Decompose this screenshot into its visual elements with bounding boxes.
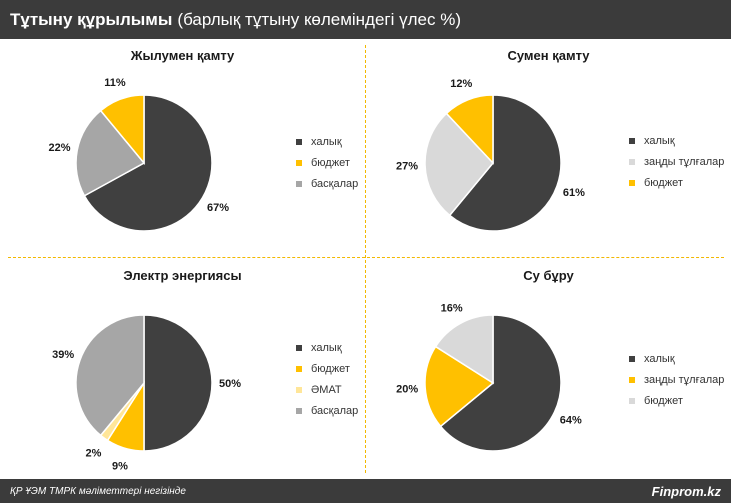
legend-item: заңды тұлғалар	[629, 369, 724, 390]
pie-slice-1	[424, 112, 494, 217]
legend-swatch	[629, 158, 635, 165]
page-header: Тұтыну құрылымы (барлық тұтыну көлемінде…	[0, 0, 731, 39]
chart-title: Жылумен қамту	[130, 48, 235, 63]
chart-electricity: Электр энергиясы 50% 9% 2% 39% халық бюджет Ә…	[0, 262, 365, 477]
data-label-2: 2%	[86, 448, 102, 460]
pie-slice-0	[83, 94, 213, 232]
data-label-3: 39%	[52, 349, 74, 361]
data-label-2: 12%	[450, 78, 472, 90]
legend-label: халық	[644, 352, 675, 365]
legend-item: халық	[296, 131, 358, 152]
data-label-2: 16%	[441, 303, 463, 315]
brand-logo: Finprom.kz	[651, 483, 721, 499]
legend-item: бюджет	[296, 358, 358, 379]
legend-swatch	[296, 386, 302, 393]
legend-label: бюджет	[311, 362, 350, 375]
page-footer: ҚР ҰЭМ ТМРК мәліметтері негізінде Finpro…	[0, 479, 731, 503]
source-note: ҚР ҰЭМ ТМРК мәліметтері негізінде	[10, 485, 186, 497]
legend-item: заңды тұлғалар	[629, 151, 724, 172]
legend-swatch	[296, 180, 302, 187]
pie-chart: 61% 27% 12%	[396, 78, 585, 232]
legend-label: халық	[644, 134, 675, 147]
legend-item: бюджет	[629, 172, 724, 193]
legend-item: басқалар	[296, 173, 358, 194]
page-subtitle: (барлық тұтыну көлеміндегі үлес %)	[177, 9, 462, 29]
pie-chart: 67% 22% 11%	[48, 77, 229, 232]
legend-item: басқалар	[296, 400, 358, 421]
data-label-0: 61%	[563, 187, 585, 199]
data-label-1: 9%	[112, 461, 128, 473]
chart-title: Сумен қамту	[507, 48, 590, 63]
legend-item: халық	[629, 348, 724, 369]
chart-legend: халық заңды тұлғалар бюджет	[629, 348, 724, 411]
legend-item: халық	[296, 337, 358, 358]
pie-chart: 50% 9% 2% 39%	[52, 314, 241, 473]
pie-slice-2	[445, 94, 494, 165]
legend-swatch	[629, 397, 635, 404]
pie-slice-2	[75, 109, 146, 197]
legend-swatch	[629, 137, 635, 144]
legend-swatch	[629, 179, 635, 186]
legend-item: ӘМАТ	[296, 379, 358, 400]
legend-label: заңды тұлғалар	[644, 155, 725, 168]
chart-legend: халық бюджет ӘМАТ басқалар	[296, 337, 358, 421]
legend-label: бюджет	[644, 176, 683, 189]
data-label-0: 50%	[219, 378, 241, 390]
legend-label: басқалар	[311, 177, 359, 190]
legend-swatch	[296, 407, 302, 414]
legend-label: ӘМАТ	[311, 383, 342, 396]
legend-item: халық	[629, 130, 724, 151]
chart-water-supply: Сумен қамту 61% 27% 12% халық заңды тұлғала…	[366, 42, 731, 257]
legend-label: бюджет	[311, 156, 350, 169]
pie-slice-1	[424, 345, 495, 428]
pie-slice-0	[448, 94, 562, 232]
legend-label: басқалар	[311, 404, 359, 417]
chart-title: Су бұру	[523, 268, 574, 283]
legend-label: бюджет	[644, 394, 683, 407]
vertical-divider	[365, 45, 366, 473]
pie-slice-0	[143, 314, 213, 452]
chart-heat-supply: Жылумен қамту 67% 22% 11% халық бюджет басқа…	[0, 42, 365, 257]
pie-slice-3	[75, 314, 145, 437]
pie-slice-1	[99, 94, 145, 166]
legend-swatch	[296, 365, 302, 372]
legend-label: халық	[311, 341, 342, 354]
legend-swatch	[296, 344, 302, 351]
legend-item: бюджет	[296, 152, 358, 173]
data-label-0: 67%	[207, 202, 229, 214]
legend-label: заңды тұлғалар	[644, 373, 725, 386]
data-label-1: 27%	[396, 161, 418, 173]
chart-legend: халық заңды тұлғалар бюджет	[629, 130, 724, 193]
data-label-1: 20%	[396, 383, 418, 395]
pie-chart: 64% 20% 16%	[396, 303, 582, 452]
legend-swatch	[629, 355, 635, 362]
pie-slice-0	[439, 314, 562, 452]
chart-title: Электр энергиясы	[123, 268, 242, 283]
legend-item: бюджет	[629, 390, 724, 411]
chart-legend: халық бюджет басқалар	[296, 131, 358, 194]
page-title: Тұтыну құрылымы	[10, 9, 173, 29]
legend-swatch	[296, 159, 302, 166]
data-label-2: 22%	[48, 142, 70, 154]
chart-drainage: Су бұру 64% 20% 16% халық заңды тұлғалар бюд…	[366, 262, 731, 477]
legend-swatch	[296, 138, 302, 145]
data-label-1: 11%	[104, 77, 126, 89]
data-label-0: 64%	[560, 415, 582, 427]
legend-label: халық	[311, 135, 342, 148]
pie-slice-2	[434, 314, 494, 385]
legend-swatch	[629, 376, 635, 383]
horizontal-divider	[8, 257, 724, 258]
